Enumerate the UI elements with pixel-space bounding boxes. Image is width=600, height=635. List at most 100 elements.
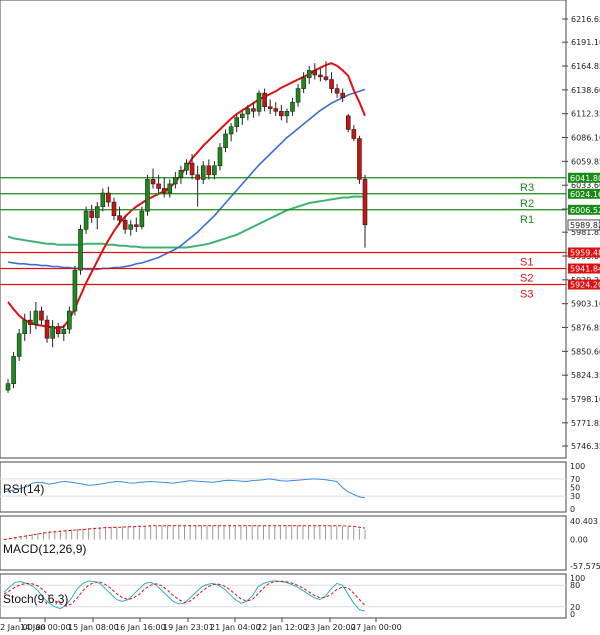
level-tag-bg (568, 204, 600, 215)
price-tick-label: 6059.85 (571, 157, 600, 166)
candle-bullish (234, 117, 240, 128)
price-tick-label: 5771.85 (571, 419, 600, 428)
candle-bullish (139, 210, 145, 227)
candle-bearish (117, 215, 122, 221)
candle-bullish (284, 110, 290, 117)
candle-bearish (329, 79, 334, 89)
candle-bullish (167, 183, 173, 194)
price-tick-label: 6191.10 (571, 38, 600, 47)
candle-bullish (94, 206, 100, 218)
candle-bullish (100, 192, 106, 207)
candle-bearish (267, 106, 273, 109)
candle-bullish (200, 165, 206, 180)
price-tick-label: 6033.60 (571, 181, 600, 190)
candle-bullish (22, 319, 28, 335)
price-tick-label: 5824.35 (571, 371, 600, 380)
macd-tick-label: 0.00 (570, 536, 588, 545)
price-tick-label: 5903.10 (571, 300, 600, 309)
level-tag-label: 5959.48 (570, 248, 600, 257)
stoch-tick-label: 20 (570, 603, 580, 612)
candle-bullish (245, 108, 251, 115)
candle-bearish (351, 129, 357, 139)
candle-bullish (16, 333, 22, 357)
rsi-label: RSI(14) (3, 482, 44, 496)
macd-tick-label: -57.575 (570, 562, 600, 571)
rsi-tick-label: 100 (570, 462, 585, 471)
candle-bearish (133, 224, 139, 227)
candle-bearish (161, 188, 167, 194)
candle-bullish (83, 210, 89, 230)
time-tick-label: 23 Jan 20:00 (305, 623, 356, 632)
candle-bullish (11, 356, 16, 384)
candle-bullish (50, 326, 55, 339)
candle-bearish (262, 92, 267, 108)
candle-bullish (61, 328, 67, 335)
price-tick-label: 6086.10 (571, 134, 600, 143)
candle-bullish (178, 170, 184, 178)
candle-bearish (312, 70, 318, 76)
level-tag-label: 6006.52 (570, 206, 600, 215)
level-tag-bg (568, 263, 600, 274)
rsi-plot-area (0, 461, 567, 513)
last-price-box (567, 219, 600, 231)
price-axis: 6216.65 6191.10 6164.85 6138.60 6112.35 6086.… (562, 15, 600, 451)
candle-bearish (362, 179, 368, 226)
candle-bullish (184, 162, 189, 171)
price-tick-label: 5850.60 (571, 347, 600, 356)
candle-bullish (223, 133, 228, 148)
macd-histogram (3, 525, 366, 540)
candle-bullish (128, 224, 134, 230)
last-price-label: 5989.82 (570, 221, 600, 230)
candle-bearish (44, 319, 50, 339)
rsi-tick-label: 50 (570, 484, 580, 493)
time-tick-label: 22 Jan 12:00 (257, 623, 308, 632)
level-name-s1: S1 (520, 256, 533, 268)
price-tick-label: 6216.65 (571, 15, 600, 24)
time-tick-label: 12 Jan 00:00 (0, 623, 46, 632)
candle-bearish (251, 108, 256, 112)
level-name-r2: R2 (520, 198, 534, 210)
candle-bullish (5, 383, 11, 391)
stoch-label: Stoch(9,6,3) (3, 592, 68, 606)
level-name-r3: R3 (520, 182, 534, 194)
price-tick-label: 5798.10 (571, 395, 600, 404)
candle-bullish (301, 77, 306, 89)
macd-label: MACD(12,26,9) (3, 542, 86, 556)
candle-bullish (33, 310, 39, 325)
candle-bearish (206, 165, 212, 176)
candle-bearish (189, 162, 195, 176)
rsi-line (3, 478, 366, 499)
rsi-tick-label: 70 (570, 475, 580, 484)
level-tag-bg (568, 172, 600, 183)
candle-bearish (28, 319, 33, 325)
sma-green-line (7, 195, 365, 249)
candles (5, 61, 368, 393)
candle-bullish (72, 269, 78, 312)
level-tag-bg (568, 188, 600, 199)
candle-bullish (217, 147, 223, 167)
time-tick-label: 27 Jan 00:00 (351, 623, 402, 632)
candle-bearish (195, 174, 200, 180)
level-tag-label: 6041.80 (570, 174, 600, 183)
stoch-plot-area (0, 573, 567, 619)
level-name-r1: R1 (520, 214, 534, 226)
candle-bearish (357, 138, 362, 180)
candle-bullish (173, 177, 178, 185)
macd-panel: MACD(12,26,9) 40.403 0.00 -57.575 (0, 515, 600, 571)
level-tag-label: 6024.16 (570, 190, 600, 199)
level-tag-label: 5941.84 (570, 265, 600, 274)
candle-bearish (334, 88, 340, 94)
time-tick-label: 15 Jan 08:00 (68, 623, 119, 632)
pivot-levels: R3 R2 R1 S1 S2 S3 (0, 177, 566, 301)
main-panel: R3 R2 R1 S1 S2 S3 6216.65 6191.10 6164.85 6138.6… (0, 0, 600, 459)
sma-blue-line (7, 88, 366, 271)
time-tick-label: 21 Jan 04:00 (210, 623, 261, 632)
rsi-tick-label: 0 (570, 505, 575, 514)
price-tick-label: 5746.35 (571, 442, 600, 451)
candle-bearish (273, 108, 279, 112)
candle-bearish (340, 92, 345, 98)
